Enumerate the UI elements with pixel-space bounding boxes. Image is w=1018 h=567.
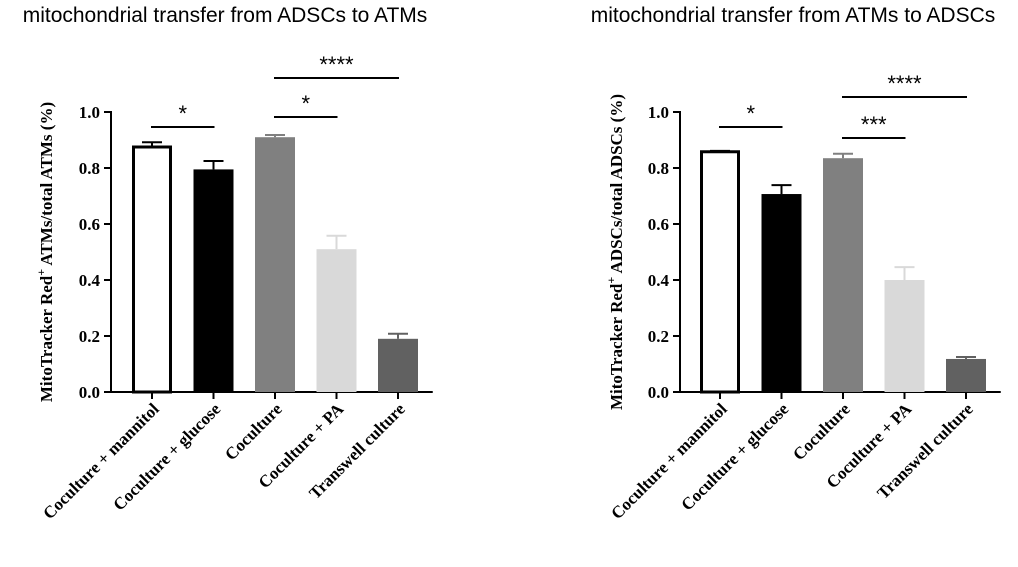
y-tick-label: 0.8 <box>648 159 669 178</box>
y-axis-label: MitoTracker Red+ ATMs/total ATMs (%) <box>34 102 56 402</box>
category-label: Coculture + mannitol <box>39 399 163 523</box>
y-tick-label: 0.0 <box>79 383 100 402</box>
bar <box>946 358 986 392</box>
significance-label: * <box>178 101 187 126</box>
chart-title: mitochondrial transfer from ADSCs to ATM… <box>23 4 428 27</box>
bar <box>132 145 172 394</box>
y-axis-label: MitoTracker Red+ ADSCs/total ADSCs (%) <box>604 94 626 410</box>
bar <box>884 280 925 392</box>
bar <box>761 194 802 392</box>
bar <box>378 338 418 392</box>
y-tick-label: 0.2 <box>648 327 669 346</box>
y-tick-label: 0.6 <box>648 215 669 234</box>
category-label: Coculture + mannitol <box>607 399 731 523</box>
significance-label: * <box>301 91 310 116</box>
y-tick-label: 0.4 <box>648 271 670 290</box>
significance-label: *** <box>861 112 887 137</box>
chart-title: mitochondrial transfer from ATMs to ADSC… <box>591 4 996 27</box>
bar <box>316 249 357 392</box>
bar <box>823 158 863 392</box>
y-tick-label: 0.6 <box>79 215 100 234</box>
chart-panel-1: mitochondrial transfer from ADSCs to ATM… <box>23 4 433 523</box>
y-tick-label: 0.0 <box>648 383 669 402</box>
y-tick-label: 1.0 <box>79 103 100 122</box>
significance-label: **** <box>887 71 922 96</box>
bar <box>193 169 234 392</box>
category-label: Coculture + glucose <box>677 399 792 514</box>
bar <box>700 150 740 394</box>
y-tick-label: 0.4 <box>79 271 101 290</box>
significance-label: **** <box>319 52 354 77</box>
y-tick-label: 0.2 <box>79 327 100 346</box>
chart-panel-2: mitochondrial transfer from ATMs to ADSC… <box>591 4 1001 523</box>
category-label: Coculture + glucose <box>109 399 224 514</box>
bar <box>255 137 295 392</box>
y-tick-label: 1.0 <box>648 103 669 122</box>
significance-label: * <box>746 101 755 126</box>
y-tick-label: 0.8 <box>79 159 100 178</box>
category-label: Coculture <box>221 399 286 464</box>
category-label: Coculture <box>789 399 854 464</box>
